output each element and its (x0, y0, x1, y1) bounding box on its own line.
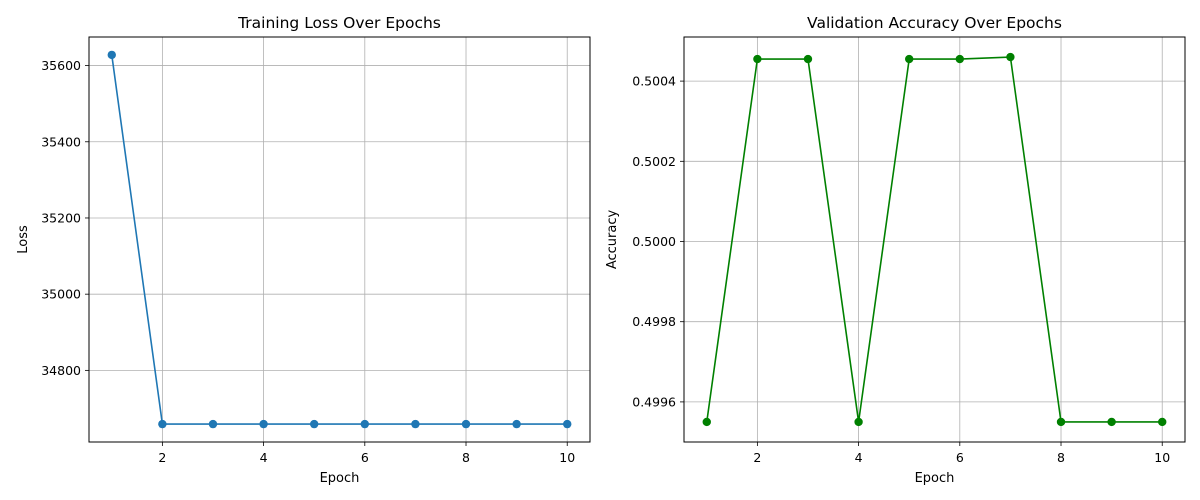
accuracy-xtick-label: 2 (753, 450, 761, 465)
accuracy-plot-frame (683, 36, 1186, 443)
accuracy-data-point (854, 417, 863, 427)
loss-ytick-label: 35400 (41, 134, 81, 149)
accuracy-chart-title: Validation Accuracy Over Epochs (807, 14, 1062, 32)
accuracy-data-point (803, 54, 813, 64)
accuracy-chart: 2 4 6 8 10 0.4996 0.4998 0.5000 0.5002 0.5004 Vali… (605, 14, 1186, 486)
accuracy-data-point (753, 54, 762, 64)
loss-chart-title: Training Loss Over Epochs (237, 14, 441, 32)
loss-plot-frame (88, 36, 591, 443)
loss-data-point (158, 419, 167, 429)
accuracy-data-point (1006, 52, 1015, 62)
loss-xtick-label: 8 (462, 450, 470, 465)
accuracy-xtick-label: 8 (1057, 450, 1065, 465)
accuracy-ytick-label: 0.5004 (632, 74, 676, 89)
loss-series-line (110, 54, 568, 425)
loss-xtick-label: 10 (559, 450, 575, 465)
accuracy-ytick-label: 0.5000 (632, 234, 676, 249)
loss-ytick-label: 34800 (41, 363, 81, 378)
accuracy-series-line (705, 56, 1163, 423)
loss-x-axis-label: Epoch (320, 471, 360, 486)
loss-data-point (563, 419, 572, 429)
accuracy-data-point (904, 54, 914, 64)
accuracy-data-point (1056, 417, 1066, 427)
loss-xtick-label: 2 (158, 450, 166, 465)
accuracy-xtick-label: 6 (956, 450, 964, 465)
accuracy-ytick-label: 0.4998 (632, 314, 676, 329)
loss-data-point (360, 419, 370, 429)
accuracy-y-axis-label: Accuracy (605, 210, 620, 270)
accuracy-data-point (955, 54, 965, 64)
loss-data-point (461, 419, 471, 429)
loss-ytick-label: 35600 (41, 58, 81, 73)
loss-ytick-label: 35000 (41, 287, 81, 302)
loss-data-point (259, 419, 268, 429)
loss-data-point (411, 419, 420, 429)
accuracy-ytick-label: 0.5002 (632, 154, 676, 169)
accuracy-data-point (1158, 417, 1167, 427)
accuracy-xtick-label: 10 (1154, 450, 1170, 465)
loss-data-point (512, 419, 521, 429)
loss-y-axis-label: Loss (16, 225, 31, 254)
accuracy-data-point (1107, 417, 1116, 427)
loss-xtick-label: 4 (260, 450, 268, 465)
loss-data-point (107, 50, 116, 60)
loss-chart: 2 4 6 8 10 34800 35000 35200 35400 35600 Training … (16, 14, 591, 486)
accuracy-data-point (702, 417, 711, 427)
loss-data-point (309, 419, 319, 429)
accuracy-x-axis-label: Epoch (915, 471, 955, 486)
loss-ytick-label: 35200 (41, 210, 81, 225)
loss-data-point (208, 419, 218, 429)
loss-xtick-label: 6 (361, 450, 369, 465)
accuracy-xtick-label: 4 (855, 450, 863, 465)
accuracy-ytick-label: 0.4996 (632, 394, 676, 409)
